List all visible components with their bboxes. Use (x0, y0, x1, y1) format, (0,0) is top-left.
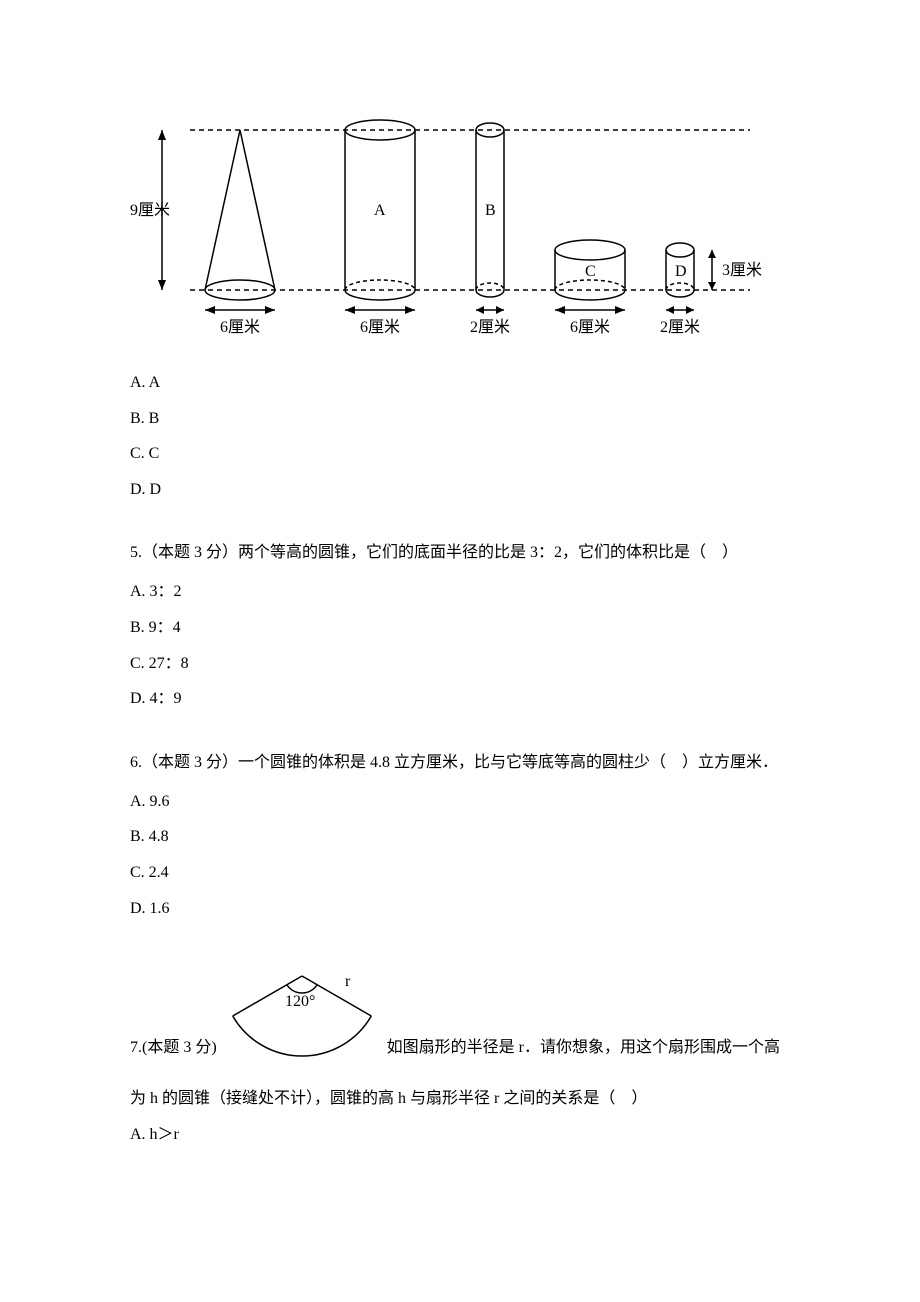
q5-option-a: A. 3：2 (130, 579, 790, 605)
q4-option-a: A. A (130, 370, 790, 396)
label-c: C (585, 263, 596, 280)
q6-option-a: A. 9.6 (130, 789, 790, 815)
q4-option-d: D. D (130, 477, 790, 503)
q7-prefix: 7.(本题 3 分) (130, 1035, 217, 1067)
q7-after-fig: 如图扇形的半径是 r．请你想象，用这个扇形围成一个高 (387, 1035, 780, 1067)
q7-option-a: A. h＞r (130, 1122, 790, 1148)
bottom-d: 2厘米 (660, 318, 700, 336)
q4-option-b: B. B (130, 406, 790, 432)
q6-option-b: B. 4.8 (130, 824, 790, 850)
q6-options: A. 9.6 B. 4.8 C. 2.4 D. 1.6 (130, 789, 790, 921)
q6-stem: 6.（本题 3 分）一个圆锥的体积是 4.8 立方厘米，比与它等底等高的圆柱少（… (130, 747, 790, 779)
solids-diagram: 9厘米 3厘米 A B C D 6厘米 6厘米 2厘米 6厘米 2厘米 (130, 110, 770, 340)
bottom-c: 6厘米 (570, 318, 610, 336)
q5-options: A. 3：2 B. 9：4 C. 27：8 D. 4：9 (130, 579, 790, 711)
q7-stem-line2: 为 h 的圆锥（接缝处不计），圆锥的高 h 与扇形半径 r 之间的关系是（ ） (130, 1086, 790, 1112)
sector-radius-label: r (345, 973, 351, 990)
label-a: A (374, 202, 386, 219)
q4-figure: 9厘米 3厘米 A B C D 6厘米 6厘米 2厘米 6厘米 2厘米 (130, 110, 790, 340)
small-height-label: 3厘米 (722, 261, 762, 279)
q4-option-c: C. C (130, 441, 790, 467)
label-b: B (485, 202, 496, 219)
bottom-a: 6厘米 (360, 318, 400, 336)
height-label: 9厘米 (130, 201, 170, 219)
q4-options: A. A B. B C. C D. D (130, 370, 790, 502)
q5-option-c: C. 27：8 (130, 651, 790, 677)
q7-options: A. h＞r (130, 1122, 790, 1148)
label-d: D (675, 263, 687, 280)
sector-angle-label: 120° (285, 993, 315, 1010)
bottom-cone: 6厘米 (220, 318, 260, 336)
q5-stem: 5.（本题 3 分）两个等高的圆锥，它们的底面半径的比是 3：2，它们的体积比是… (130, 537, 790, 569)
q7-stem-line1: 7.(本题 3 分) 120° r 如图扇形的半径是 r．请你想象，用这个扇形围… (130, 956, 790, 1066)
q5-option-b: B. 9：4 (130, 615, 790, 641)
q6-option-c: C. 2.4 (130, 860, 790, 886)
q7-sector-figure: 120° r (217, 956, 387, 1066)
bottom-b: 2厘米 (470, 318, 510, 336)
q6-option-d: D. 1.6 (130, 896, 790, 922)
q5-option-d: D. 4：9 (130, 686, 790, 712)
